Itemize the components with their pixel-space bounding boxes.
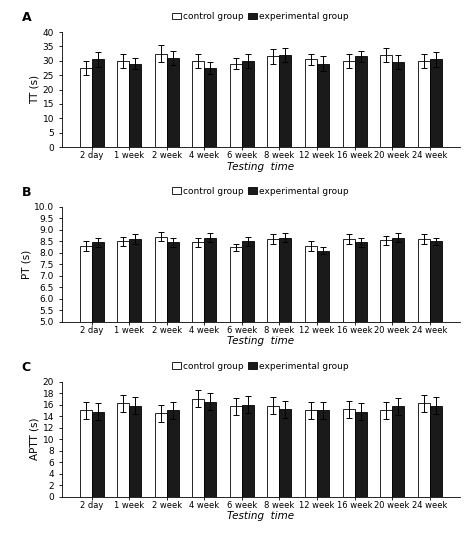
Bar [280,238,292,437]
Legend: control group, experimental group: control group, experimental group [172,361,350,372]
Bar [117,241,129,437]
Bar [155,413,167,497]
Bar [129,239,141,437]
Bar [92,242,104,437]
Bar [392,406,404,497]
Bar [418,61,429,147]
Bar [167,242,179,437]
Bar [429,241,442,437]
Bar [230,406,242,497]
Bar [192,242,204,437]
Bar [92,59,104,147]
Bar [204,238,217,437]
Bar [343,239,355,437]
Y-axis label: TT (s): TT (s) [30,75,40,104]
Bar [418,404,429,497]
Bar [305,246,317,437]
Bar [117,404,129,497]
Bar [192,399,204,497]
Bar [117,61,129,147]
Y-axis label: APTT (s): APTT (s) [30,418,40,460]
Bar [267,57,280,147]
Text: B: B [22,186,31,199]
X-axis label: Testing  time: Testing time [227,336,294,347]
Bar [92,412,104,497]
Bar [380,240,392,437]
Bar [80,246,92,437]
Bar [129,64,141,147]
Bar [80,410,92,497]
Bar [242,405,254,497]
Bar [155,53,167,147]
Bar [380,55,392,147]
Bar [355,57,366,147]
Bar [355,412,366,497]
Bar [280,55,292,147]
Text: A: A [22,11,31,25]
Bar [392,62,404,147]
Legend: control group, experimental group: control group, experimental group [172,11,350,22]
Bar [305,59,317,147]
Bar [230,247,242,437]
Bar [80,68,92,147]
Bar [317,250,329,437]
Bar [305,410,317,497]
Bar [242,241,254,437]
Bar [343,409,355,497]
Bar [167,410,179,497]
Legend: control group, experimental group: control group, experimental group [172,186,350,197]
Bar [242,61,254,147]
X-axis label: Testing  time: Testing time [227,511,294,521]
Bar [204,402,217,497]
X-axis label: Testing  time: Testing time [227,162,294,171]
Y-axis label: PT (s): PT (s) [21,250,31,279]
Bar [267,406,280,497]
Bar [280,409,292,497]
Bar [129,406,141,497]
Bar [155,237,167,437]
Bar [167,58,179,147]
Bar [355,242,366,437]
Bar [429,406,442,497]
Bar [429,59,442,147]
Bar [380,410,392,497]
Text: C: C [22,361,31,374]
Bar [192,61,204,147]
Bar [230,64,242,147]
Bar [392,238,404,437]
Bar [343,61,355,147]
Bar [418,239,429,437]
Bar [267,239,280,437]
Bar [204,68,217,147]
Bar [317,64,329,147]
Bar [317,410,329,497]
